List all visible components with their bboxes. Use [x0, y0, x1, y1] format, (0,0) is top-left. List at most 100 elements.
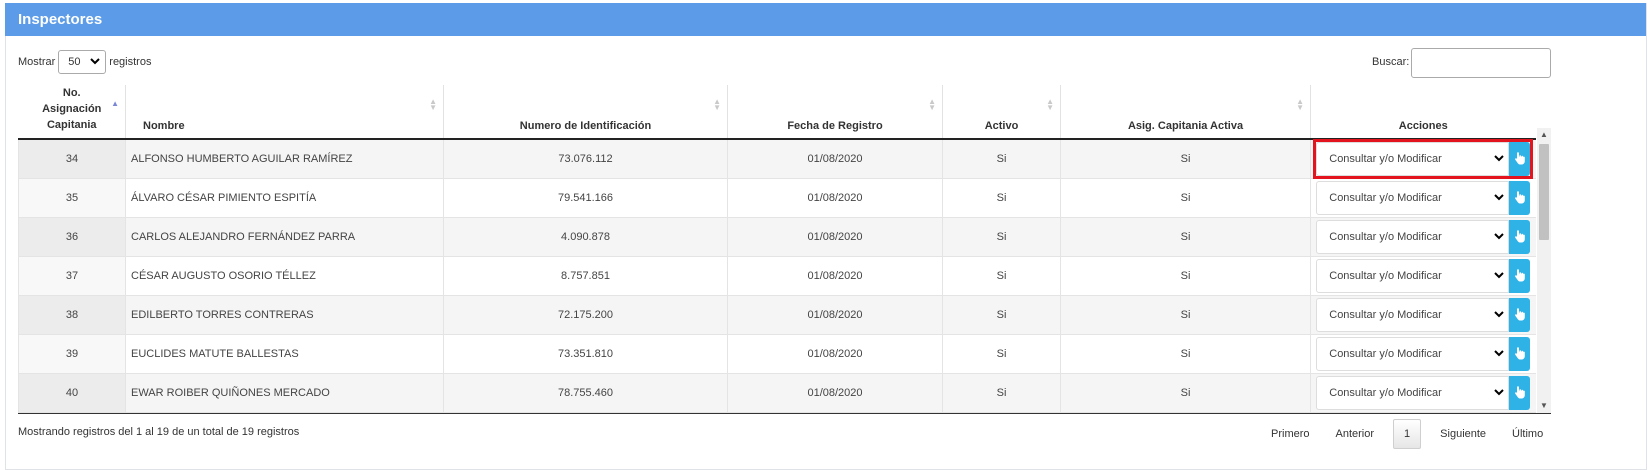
cell-identificacion: 72.175.200	[443, 295, 728, 335]
action-group: Consultar y/o Modificar	[1316, 259, 1531, 293]
cell-fecha-registro: 01/08/2020	[727, 256, 943, 296]
action-group: Consultar y/o Modificar	[1316, 298, 1531, 332]
column-header-asig-capitania[interactable]: Asig. Capitania Activa ▲ ▼	[1060, 85, 1311, 140]
sort-asc-icon: ▲	[111, 99, 119, 108]
cell-fecha-registro: 01/08/2020	[727, 334, 943, 374]
inspectores-table-wrap: No. Asignación Capitania ▲ Nombre ▲ ▼ Num…	[18, 85, 1551, 413]
cell-no-asignacion: 39	[18, 334, 126, 374]
cell-asig-capitania: Si	[1060, 217, 1311, 257]
cell-identificacion: 8.757.851	[443, 256, 728, 296]
cell-nombre: EWAR ROIBER QUIÑONES MERCADO	[125, 373, 444, 413]
cell-identificacion: 78.755.460	[443, 373, 728, 413]
action-control: Consultar y/o Modificar	[1316, 259, 1531, 293]
action-select[interactable]: Consultar y/o Modificar	[1316, 181, 1510, 215]
cell-fecha-registro: 01/08/2020	[727, 139, 943, 179]
action-go-button[interactable]	[1509, 259, 1531, 293]
column-header-fecha[interactable]: Fecha de Registro ▲ ▼	[727, 85, 943, 140]
length-suffix: registros	[109, 56, 152, 68]
pagination-page-current[interactable]: 1	[1393, 419, 1422, 449]
scroll-down-icon[interactable]: ▼	[1540, 401, 1548, 410]
cell-asig-capitania: Si	[1060, 178, 1311, 218]
action-go-button[interactable]	[1509, 298, 1531, 332]
column-header-activo[interactable]: Activo ▲ ▼	[942, 85, 1061, 140]
sort-icon: ▲ ▼	[1046, 97, 1054, 112]
scroll-up-icon[interactable]: ▲	[1540, 130, 1548, 139]
scroll-thumb[interactable]	[1539, 144, 1549, 240]
panel-title: Inspectores	[5, 3, 1646, 36]
cell-acciones: Consultar y/o Modificar	[1310, 256, 1536, 296]
action-select-value: Consultar y/o Modificar	[1329, 192, 1442, 204]
action-select[interactable]: Consultar y/o Modificar	[1316, 298, 1510, 332]
inspectores-table: No. Asignación Capitania ▲ Nombre ▲ ▼ Num…	[18, 85, 1536, 413]
column-header-nombre[interactable]: Nombre ▲ ▼	[125, 85, 444, 140]
cell-identificacion: 4.090.878	[443, 217, 728, 257]
cell-acciones: Consultar y/o Modificar	[1310, 139, 1536, 179]
cell-activo: Si	[942, 139, 1061, 179]
action-select[interactable]: Consultar y/o Modificar	[1316, 142, 1510, 176]
table-row: 35 ÁLVARO CÉSAR PIMIENTO ESPITÍA 79.541.16…	[18, 178, 1536, 218]
table-row: 37 CÉSAR AUGUSTO OSORIO TÉLLEZ 8.757.851 01…	[18, 256, 1536, 296]
table-header-row: No. Asignación Capitania ▲ Nombre ▲ ▼ Num…	[18, 85, 1536, 140]
action-go-button[interactable]	[1509, 337, 1531, 371]
column-header-identificacion[interactable]: Numero de Identificación ▲ ▼	[443, 85, 728, 140]
action-select-value: Consultar y/o Modificar	[1329, 387, 1442, 399]
chevron-down-icon	[1494, 387, 1504, 399]
cell-asig-capitania	[1060, 412, 1311, 413]
action-go-button[interactable]	[1509, 220, 1531, 254]
pagination-previous[interactable]: Anterior	[1335, 428, 1375, 440]
hand-pointer-icon	[1514, 151, 1526, 168]
search-input[interactable]	[1411, 48, 1551, 78]
pagination-first[interactable]: Primero	[1271, 428, 1310, 440]
cell-nombre: EDILBERTO TORRES CONTRERAS	[125, 295, 444, 335]
action-control: Consultar y/o Modificar	[1316, 298, 1531, 332]
length-control: Mostrar 50 registros	[18, 50, 151, 74]
action-select[interactable]: Consultar y/o Modificar	[1316, 259, 1510, 293]
action-select-value: Consultar y/o Modificar	[1329, 348, 1442, 360]
sort-icon: ▲ ▼	[429, 97, 437, 112]
action-select[interactable]: Consultar y/o Modificar	[1316, 376, 1510, 410]
hand-pointer-icon	[1514, 268, 1526, 285]
column-header-acciones: Acciones	[1310, 85, 1536, 140]
action-group-highlighted: Consultar y/o Modificar	[1313, 139, 1534, 179]
table-row	[18, 412, 1536, 413]
cell-no-asignacion: 37	[18, 256, 126, 296]
cell-activo: Si	[942, 256, 1061, 296]
cell-activo: Si	[942, 334, 1061, 374]
action-control: Consultar y/o Modificar	[1316, 337, 1531, 371]
cell-asig-capitania: Si	[1060, 256, 1311, 296]
column-header-no-asignacion[interactable]: No. Asignación Capitania ▲	[18, 85, 126, 140]
pagination-last[interactable]: Último	[1512, 428, 1544, 440]
cell-activo: Si	[942, 217, 1061, 257]
action-select[interactable]: Consultar y/o Modificar	[1316, 337, 1510, 371]
action-select[interactable]: Consultar y/o Modificar	[1316, 220, 1510, 254]
action-go-button[interactable]	[1509, 181, 1531, 215]
action-go-button[interactable]	[1509, 376, 1531, 410]
length-select[interactable]: 50	[58, 50, 107, 74]
hand-pointer-icon	[1514, 307, 1526, 324]
table-row: 36 CARLOS ALEJANDRO FERNÁNDEZ PARRA 4.090.…	[18, 217, 1536, 257]
cell-identificacion: 73.351.810	[443, 334, 728, 374]
table-scrollbar[interactable]: ▲ ▼	[1537, 128, 1551, 413]
cell-acciones	[1310, 412, 1536, 413]
pagination-next[interactable]: Siguiente	[1440, 428, 1487, 440]
action-control: Consultar y/o Modificar	[1316, 376, 1531, 410]
action-group: Consultar y/o Modificar	[1316, 181, 1531, 215]
action-select-value: Consultar y/o Modificar	[1329, 231, 1442, 243]
search-control: Buscar:	[1372, 56, 1409, 68]
chevron-down-icon	[1494, 348, 1504, 360]
chevron-down-icon	[1494, 270, 1504, 282]
cell-identificacion: 79.541.166	[443, 178, 728, 218]
action-group: Consultar y/o Modificar	[1316, 337, 1531, 371]
cell-no-asignacion: 35	[18, 178, 126, 218]
sort-icon: ▲ ▼	[928, 97, 936, 112]
chevron-down-icon	[1494, 231, 1504, 243]
cell-acciones: Consultar y/o Modificar	[1310, 178, 1536, 218]
action-select-value: Consultar y/o Modificar	[1329, 153, 1442, 165]
cell-fecha-registro: 01/08/2020	[727, 217, 943, 257]
action-control: Consultar y/o Modificar	[1316, 220, 1531, 254]
cell-asig-capitania: Si	[1060, 139, 1311, 179]
cell-identificacion: 73.076.112	[443, 139, 728, 179]
action-go-button[interactable]	[1509, 142, 1531, 176]
length-prefix: Mostrar	[18, 56, 56, 68]
hand-pointer-icon	[1514, 190, 1526, 207]
